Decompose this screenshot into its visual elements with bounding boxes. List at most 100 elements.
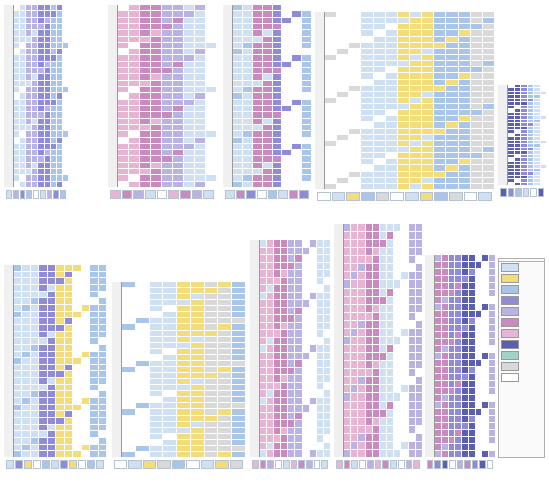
unit-cell bbox=[233, 42, 242, 49]
unit-cell bbox=[56, 162, 62, 169]
unit-cell bbox=[149, 342, 163, 348]
unit-cell bbox=[295, 300, 302, 307]
unit-cell bbox=[470, 36, 482, 42]
unit-cell bbox=[98, 431, 106, 438]
unit-cell bbox=[387, 248, 394, 256]
unit-cell bbox=[302, 270, 309, 277]
unit-cell bbox=[527, 105, 533, 109]
unit-cell bbox=[434, 91, 446, 97]
unit-cell bbox=[242, 99, 252, 105]
unit-cell bbox=[56, 324, 64, 331]
unit-cell bbox=[20, 169, 26, 175]
unit-cell bbox=[387, 336, 394, 345]
unit-cell bbox=[140, 99, 150, 105]
unit-cell bbox=[64, 338, 73, 344]
unit-cell bbox=[422, 153, 434, 159]
unit-cell bbox=[434, 165, 446, 171]
unit-cell bbox=[177, 348, 190, 354]
unit-cell bbox=[521, 102, 527, 105]
unit-cell bbox=[184, 99, 194, 105]
unit-cell bbox=[73, 358, 81, 364]
unit-cell bbox=[20, 162, 26, 169]
unit-cell bbox=[434, 177, 446, 183]
unit-cell bbox=[62, 80, 68, 87]
unit-cell bbox=[385, 165, 397, 171]
unit-cell bbox=[292, 93, 302, 99]
unit-cell bbox=[302, 442, 309, 450]
unit-cell bbox=[349, 177, 361, 183]
unit-cell bbox=[206, 42, 216, 49]
unit-cell bbox=[458, 159, 470, 165]
unit-cell bbox=[151, 99, 161, 105]
unit-cell bbox=[73, 304, 81, 311]
unit-type-swatch bbox=[382, 460, 390, 469]
unit-cell bbox=[379, 232, 387, 240]
unit-cell bbox=[173, 61, 183, 68]
unit-cell bbox=[151, 124, 161, 131]
unit-cell bbox=[435, 297, 441, 303]
unit-cell bbox=[475, 444, 482, 450]
unit-cell bbox=[162, 74, 172, 80]
unit-cell bbox=[408, 417, 415, 425]
unit-cell bbox=[387, 393, 394, 401]
unit-cell bbox=[302, 315, 309, 322]
unit-cell bbox=[129, 36, 139, 42]
unit-cell bbox=[302, 397, 309, 405]
unit-type-bar bbox=[336, 460, 421, 469]
unit-cell bbox=[394, 401, 401, 409]
unit-cell bbox=[385, 104, 397, 110]
unit-cell bbox=[135, 397, 149, 403]
unit-cell bbox=[90, 431, 98, 438]
unit-cell bbox=[361, 122, 373, 128]
unit-cell bbox=[122, 373, 135, 379]
unit-cell bbox=[323, 277, 330, 285]
unit-type-swatch bbox=[464, 460, 471, 469]
unit-type-swatch bbox=[39, 190, 46, 199]
unit-cell bbox=[149, 415, 163, 421]
unit-cell bbox=[316, 397, 323, 405]
unit-cell bbox=[394, 409, 401, 417]
unit-type-swatch bbox=[26, 190, 33, 199]
unit-cell bbox=[448, 269, 455, 275]
unit-cell bbox=[288, 330, 295, 337]
unit-cell bbox=[323, 352, 330, 360]
unit-cell bbox=[233, 124, 242, 131]
unit-cell bbox=[351, 336, 358, 345]
unit-cell bbox=[73, 451, 81, 457]
unit-cell bbox=[288, 450, 295, 457]
unit-cell bbox=[260, 367, 267, 375]
unit-cell bbox=[302, 112, 311, 118]
unit-cell bbox=[410, 36, 422, 42]
unit-cell bbox=[163, 324, 177, 330]
unit-cell bbox=[267, 315, 274, 322]
unit-cell bbox=[540, 179, 546, 182]
unit-cell bbox=[50, 93, 56, 99]
unit-cell bbox=[195, 181, 205, 187]
unit-cell bbox=[149, 348, 163, 354]
unit-cell bbox=[151, 156, 161, 162]
unit-cell bbox=[252, 74, 262, 80]
unit-cell bbox=[288, 292, 295, 300]
unit-cell bbox=[190, 336, 204, 342]
unit-cell bbox=[534, 126, 540, 130]
unit-cell bbox=[489, 367, 495, 373]
unit-cell bbox=[344, 377, 351, 385]
unit-cell bbox=[260, 277, 267, 285]
unit-cell bbox=[397, 73, 409, 79]
unit-cell bbox=[482, 122, 494, 128]
unit-cell bbox=[508, 85, 514, 88]
unit-cell bbox=[401, 248, 408, 256]
unit-cell bbox=[435, 395, 441, 401]
unit-cell bbox=[325, 36, 337, 42]
unit-cell bbox=[140, 23, 150, 30]
unit-cell bbox=[173, 112, 183, 118]
unit-cell bbox=[295, 337, 302, 345]
unit-cell bbox=[81, 418, 90, 424]
unit-type-swatch bbox=[405, 460, 413, 469]
unit-cell bbox=[458, 18, 470, 24]
unit-cell bbox=[22, 265, 30, 271]
unit-cell bbox=[22, 411, 30, 418]
unit-cell bbox=[233, 30, 242, 36]
unit-cell bbox=[521, 158, 527, 161]
unit-cell bbox=[292, 23, 302, 30]
